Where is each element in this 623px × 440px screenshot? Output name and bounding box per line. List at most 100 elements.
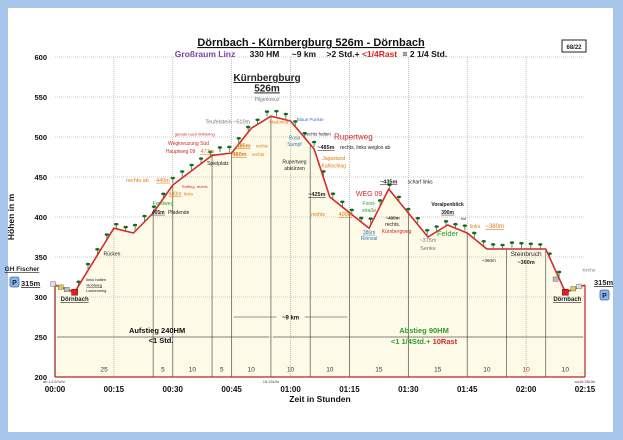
profile-annotation: Rupertweg bbox=[334, 132, 373, 141]
duration-label: >2 Std.+ bbox=[326, 49, 359, 59]
tree-icon bbox=[245, 125, 251, 129]
tree-icon bbox=[114, 222, 119, 226]
x-tick-label: 00:45 bbox=[221, 385, 242, 394]
tree-icon bbox=[462, 224, 468, 227]
y-tick-label: 600 bbox=[34, 53, 47, 62]
tree-icon bbox=[556, 270, 562, 274]
profile-annotation: rechts bbox=[256, 143, 269, 148]
route-badge-box bbox=[561, 39, 587, 53]
profile-annotation: links bbox=[470, 224, 481, 230]
tree-icon bbox=[359, 216, 364, 220]
tree-icon bbox=[142, 214, 147, 218]
y-axis-label: Höhen in m bbox=[6, 193, 16, 240]
profile-annotation: Voralpenblick bbox=[431, 202, 464, 208]
profile-annotation: Kahlschlag bbox=[322, 163, 347, 169]
y-tick-label: 500 bbox=[34, 133, 47, 142]
profile-annotation: Pfadende bbox=[168, 210, 190, 216]
tree-icon bbox=[95, 247, 100, 251]
profile-annotation: ~435m bbox=[380, 179, 397, 185]
clock-time-label: 15:15Uhr bbox=[263, 379, 280, 384]
tree-icon bbox=[387, 183, 392, 187]
profile-annotation: ~425m bbox=[308, 192, 325, 198]
profile-annotation: Senke bbox=[420, 246, 436, 252]
tree-icon bbox=[368, 217, 373, 220]
tree-icon bbox=[123, 225, 128, 229]
profile-annotation: 430m bbox=[169, 191, 182, 197]
tree-icon bbox=[302, 131, 307, 135]
tree-icon bbox=[180, 170, 185, 173]
profile-annotation: Kürnbergweg bbox=[382, 229, 412, 235]
segment-duration-label: 10 bbox=[522, 366, 530, 373]
tree-icon bbox=[85, 262, 91, 266]
tree-icon bbox=[481, 239, 486, 243]
profile-annotation: Steinbruch bbox=[511, 251, 542, 258]
profile-annotation: rechts ab bbox=[126, 178, 149, 184]
tree-icon bbox=[396, 195, 402, 199]
waypoint-icon bbox=[58, 284, 64, 290]
start-marker-icon bbox=[71, 288, 78, 296]
profile-annotation: Forstweg bbox=[153, 201, 174, 207]
profile-annotation: rechts bbox=[311, 212, 325, 218]
tree-icon bbox=[255, 118, 260, 122]
waypoint-icon bbox=[552, 276, 559, 282]
profile-annotation: Rosa bbox=[289, 135, 301, 141]
rest-label: <1/4Rast bbox=[362, 49, 397, 59]
tree-icon bbox=[227, 145, 232, 149]
descent-time: <1 1/4Std.+ 10Rast bbox=[391, 337, 458, 346]
profile-annotation: Lackenweg bbox=[86, 288, 106, 293]
route-badge: 68/22 bbox=[566, 45, 582, 51]
waypoint-icon bbox=[576, 283, 582, 289]
tree-icon bbox=[528, 242, 534, 246]
profile-fill bbox=[55, 116, 585, 377]
tree-icon bbox=[415, 216, 420, 220]
tree-icon bbox=[293, 120, 298, 123]
profile-annotation: rechts halten bbox=[305, 131, 331, 136]
profile-annotation: Rupertweg bbox=[282, 159, 306, 165]
profile-annotation: ~375m bbox=[419, 238, 436, 244]
tree-icon bbox=[406, 207, 411, 211]
x-tick-label: 02:15 bbox=[575, 385, 596, 394]
profile-annotation: Wegkreuzung Süd bbox=[168, 141, 209, 147]
descent-rest-value: 10Rast bbox=[433, 337, 458, 346]
segment-duration-label: 10 bbox=[287, 366, 295, 373]
profile-annotation: links halten bbox=[86, 277, 106, 282]
waypoint-icon bbox=[64, 287, 70, 292]
distance-label: ~9 km bbox=[282, 316, 299, 322]
tree-icon bbox=[500, 243, 505, 247]
x-tick-label: 00:15 bbox=[104, 385, 125, 394]
profile-annotation: ~360m bbox=[482, 258, 496, 263]
profile-annotation: ~360m bbox=[517, 260, 534, 266]
segment-duration-label: 10 bbox=[562, 366, 570, 373]
tree-icon bbox=[264, 110, 270, 113]
x-tick-label: 01:45 bbox=[457, 385, 478, 394]
y-tick-label: 550 bbox=[34, 93, 47, 102]
x-tick-label: 02:00 bbox=[516, 385, 537, 394]
profile-annotation: 480m bbox=[232, 152, 246, 158]
ascent-label: Aufstieg 240HM bbox=[129, 326, 185, 335]
left-height-label: 315m bbox=[21, 279, 41, 288]
left-parking-icon bbox=[9, 276, 20, 288]
x-tick-label: 01:15 bbox=[339, 385, 360, 394]
ascent-time: <1 Std. bbox=[149, 336, 174, 345]
segment-duration-label: 5 bbox=[220, 366, 224, 373]
clock-time-label: an16:35Uhr bbox=[575, 379, 597, 384]
profile-annotation: Dörnbach bbox=[61, 297, 89, 303]
profile-annotation: abkürzen bbox=[284, 166, 305, 172]
profile-annotation: 390m bbox=[441, 210, 454, 216]
profile-annotation: Kirche bbox=[583, 267, 596, 272]
profile-annotation: straße bbox=[362, 208, 376, 214]
right-parking-letter: P bbox=[602, 293, 607, 300]
segment-duration-label: 10 bbox=[326, 366, 334, 373]
profile-annotation: gerade nach Wilhering bbox=[175, 131, 215, 136]
profile-annotation: 386m bbox=[363, 230, 376, 236]
profile-annotation: Spielplatz bbox=[207, 161, 229, 167]
profile-annotation: ~400m bbox=[386, 215, 400, 220]
profile-annotation: ~485m bbox=[317, 145, 334, 151]
tree-icon bbox=[424, 228, 430, 232]
profile-annotation: WEG 09 bbox=[356, 191, 383, 198]
profile-annotation: Sumpf bbox=[287, 142, 302, 148]
y-tick-label: 450 bbox=[34, 173, 47, 182]
tree-icon bbox=[274, 109, 279, 113]
tree-icon bbox=[161, 192, 166, 196]
